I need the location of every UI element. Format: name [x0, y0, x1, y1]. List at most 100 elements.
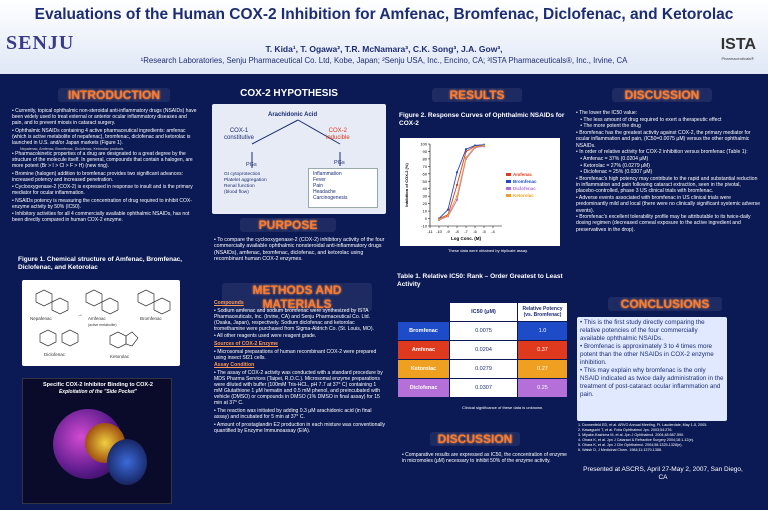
x-tick-label: -5 — [482, 229, 486, 234]
x-tick-label: -7 — [464, 229, 468, 234]
table-cell-ic50: 0.0307 — [449, 378, 518, 398]
intro-small-note: Nepafenac, Amfenac, Bromfenac, Diclofena… — [20, 147, 124, 151]
y-tick-label: 50 — [423, 179, 428, 184]
response-curve-chart: 100 90 80 70 60 50 40 30 20 10 0 -10 -11 -10 -9 -8 -7 -6-… — [400, 138, 560, 246]
table-cell-potency: 0.27 — [517, 359, 568, 379]
authors: T. Kida¹, T. Ogawa², T.R. McNamara³, C.K… — [265, 44, 503, 54]
cox2-effect-item: Headache — [313, 189, 336, 195]
chemical-structures-panel: Nepafenac Amfenac (active metabolite) Br… — [22, 280, 180, 366]
assay-text-1: • The assay of COX-2 activity was conduc… — [214, 369, 383, 407]
data-point-ketorolac — [464, 156, 468, 159]
series-line-bromfenac — [438, 144, 485, 219]
y-tick-label: 70 — [423, 164, 428, 169]
cox2-label: COX-2 inducible — [326, 128, 350, 141]
table-header-empty — [397, 302, 450, 322]
discussion-paragraph: • Diclofenac = 25% (0.0307 μM) — [576, 169, 653, 176]
arachidonic-acid-label: Arachidonic Acid — [268, 112, 318, 118]
cox1-label: COX-1 constitutive — [224, 128, 254, 141]
figure2-note: These data were obtained by triplicate a… — [448, 248, 528, 253]
cox1-effect-item: GI cytoprotection — [224, 172, 261, 177]
legend-swatch-diclofenac — [506, 187, 511, 190]
diclofenac-label: Diclofenac — [44, 352, 66, 357]
table-cell-potency: 0.37 — [517, 340, 568, 360]
cox1-effect-item: (blood flow) — [224, 190, 249, 195]
legend-label-bromfenac: Bromfenac — [513, 179, 537, 184]
x-tick-label: -4 — [491, 229, 495, 234]
table-row: Ketorolac 0.0279 0.27 — [397, 359, 568, 379]
purpose-text: • To compare the cyclooxygenase-2 (COX-2… — [214, 237, 385, 263]
data-point-bromfenac — [455, 171, 459, 174]
amfenac-label: Amfenac — [88, 316, 107, 321]
discussion-paragraph: • The more potent the drug — [576, 123, 641, 130]
reference-item: 1. Donnenfeld ED, et al. ARVO Annual Mee… — [578, 423, 708, 427]
legend-label-diclofenac: Diclofenac — [513, 186, 536, 191]
assay-label: Assay Condition — [214, 362, 255, 369]
x-axis-label: Log Conc. (M) — [451, 236, 481, 241]
table-row: Bromfenac 0.0075 1.0 — [397, 321, 568, 341]
methods-text: Compounds • Sodium amfenac and sodium br… — [214, 300, 386, 435]
conclusions-heading: CONCLUSIONS — [608, 297, 722, 311]
pocket-subtitle: Exploitation of the "Side Pocket" — [58, 389, 138, 395]
sources-text: • Microsomal preparations of human recom… — [214, 348, 377, 361]
cox2-side-pocket-figure: Specific COX-2 Inhibitor Binding to COX-… — [22, 378, 172, 504]
table1-title: Table 1. Relative IC50: Rank – Order Gre… — [397, 273, 563, 288]
reference-item: 2. Kawaguchi T, et al. Folia Ophthalmol … — [578, 428, 673, 432]
discussion-text: • The lower the IC50 value: • The less a… — [576, 110, 761, 233]
reference-item: 3. Miyake-Kashima M, et al. Jpn J Ophtha… — [578, 433, 685, 437]
reference-item: 6. Walsh D, J Medicinal Chem. 1984;11:13… — [578, 448, 663, 452]
x-tick-label: -6 — [473, 229, 477, 234]
data-point-ketorolac — [437, 218, 441, 221]
pocket-title: Specific COX-2 Inhibitor Binding to COX-… — [42, 382, 153, 388]
conclusions-box: • This is the first study directly compa… — [577, 317, 727, 421]
cox1-name: COX-1 — [229, 128, 249, 134]
conclusion-item: • Bromfenac is approximately 3 to 4 time… — [580, 343, 714, 366]
introduction-heading: INTRODUCTION — [58, 88, 170, 102]
assay-text-3: • Amount of prostaglandin E2 production … — [214, 421, 386, 434]
table-cell-drug: Ketorolac — [397, 359, 450, 379]
cox2-effect-item: Fever — [313, 177, 326, 183]
compounds-label: Compounds — [214, 300, 244, 306]
figure1-title: Figure 1. Chemical structure of Amfenac,… — [18, 256, 183, 271]
discussion-paragraph: • Bromfenac's high potency may contribut… — [576, 176, 759, 195]
ketorolac-label: Ketorolac — [110, 354, 130, 359]
sources-label: Sources of COX-2 Enzyme — [214, 341, 278, 348]
intro-paragraph: • Ophthalmic NSAIDs containing 4 active … — [12, 127, 191, 146]
compounds-text-1: • Sodium amfenac and sodium bromfenac we… — [214, 307, 374, 332]
table-cell-ic50: 0.0279 — [449, 359, 518, 379]
presented-at: Presented at ASCRS, April 27-May 2, 2007… — [583, 466, 743, 481]
discussion-heading: DISCUSSION — [612, 88, 712, 102]
amfenac-sublabel: (active metabolite) — [88, 323, 117, 327]
arrow-icon: → — [77, 312, 83, 318]
cox1-effect-item: Renal function — [224, 184, 255, 189]
y-tick-label: 100 — [420, 142, 427, 147]
methods-heading: METHODS AND MATERIALS — [222, 283, 372, 311]
discussion-paragraph: • The less amount of drug required to ex… — [576, 116, 722, 123]
pgs-left-label: PGs — [246, 162, 257, 168]
poster-header: Evaluations of the Human COX-2 Inhibitio… — [0, 0, 768, 74]
references-list: 1. Donnenfeld ED, et al. ARVO Annual Mee… — [578, 423, 758, 453]
x-tick-label: -9 — [446, 229, 450, 234]
legend-swatch-amfenac — [506, 173, 511, 176]
intro-paragraph: • Pharmacokinetic properties of a drug a… — [12, 151, 193, 170]
ista-logo-sub: Pharmaceuticals® — [721, 56, 754, 61]
y-tick-label: 80 — [423, 156, 428, 161]
bromfenac-label: Bromfenac — [140, 316, 163, 321]
data-point-ketorolac — [446, 214, 450, 217]
data-point-diclofenac — [455, 198, 459, 202]
intro-paragraph: • Currently, topical ophthalmic non-ster… — [12, 108, 197, 126]
discussion-paragraph: • Adverse events associated with bromfen… — [576, 195, 762, 214]
y-tick-label: 10 — [423, 209, 428, 214]
discussion-paragraph: • The lower the IC50 value: — [576, 110, 638, 116]
cox2-sub: inducible — [326, 134, 350, 141]
table-cell-drug: Bromfenac — [397, 321, 450, 341]
assay-text-2: • The reaction was initiated by adding 0… — [214, 408, 372, 421]
data-point-ketorolac — [455, 195, 459, 198]
reference-item: 5. Ohara K, et al. Jpn J Clin Ophthalmol… — [578, 443, 683, 447]
y-axis-label: Inhibition of COX-2 (%) — [404, 163, 409, 207]
table-body: Bromfenac 0.0075 1.0 Amfenac 0.0204 0.37 Ketor… — [397, 321, 568, 398]
legend-label-ketorolac: Ketorolac — [513, 193, 534, 198]
legend-swatch-ketorolac — [506, 194, 511, 197]
discussion-paragraph: • In order of relative activity for COX-… — [576, 149, 748, 156]
series-line-ketorolac — [438, 145, 485, 220]
